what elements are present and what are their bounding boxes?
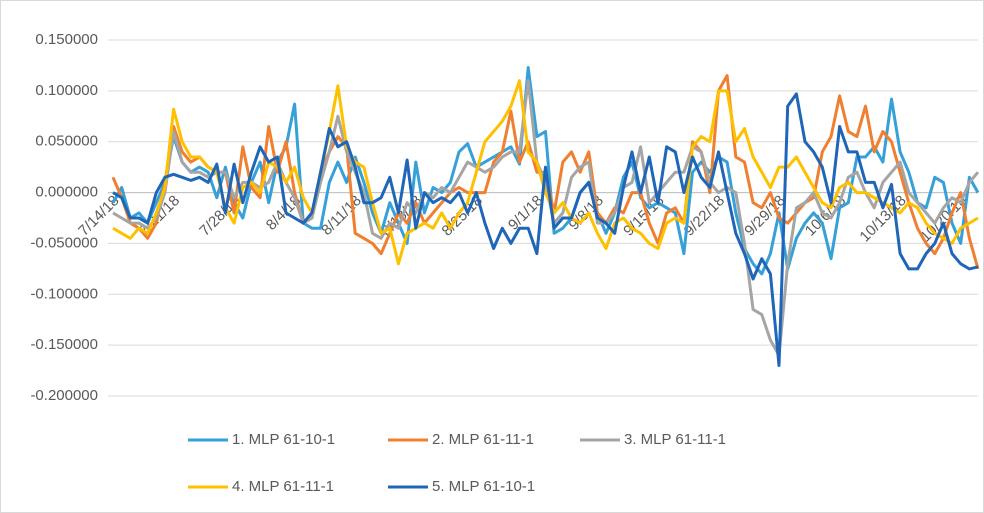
legend-label: 2. MLP 61-11-1	[432, 431, 534, 448]
y-tick-label: 0.050000	[35, 133, 98, 150]
y-tick-label: 0.000000	[35, 184, 98, 201]
y-tick-label: -0.050000	[30, 234, 98, 251]
series-line	[112, 79, 980, 357]
y-tick-label: -0.200000	[30, 387, 98, 404]
series-line	[111, 66, 980, 276]
y-tick-label: -0.150000	[30, 336, 98, 353]
y-tick-label: 0.100000	[35, 82, 98, 99]
legend-label: 3. MLP 61-11-1	[624, 431, 726, 448]
legend-label: 5. MLP 61-10-1	[432, 478, 535, 495]
legend-label: 4. MLP 61-11-1	[232, 478, 334, 495]
legend-label: 1. MLP 61-10-1	[232, 431, 335, 448]
series-line	[112, 79, 979, 266]
y-tick-label: -0.100000	[30, 285, 98, 302]
y-tick-label: 0.150000	[35, 31, 98, 48]
series-line	[112, 92, 979, 367]
